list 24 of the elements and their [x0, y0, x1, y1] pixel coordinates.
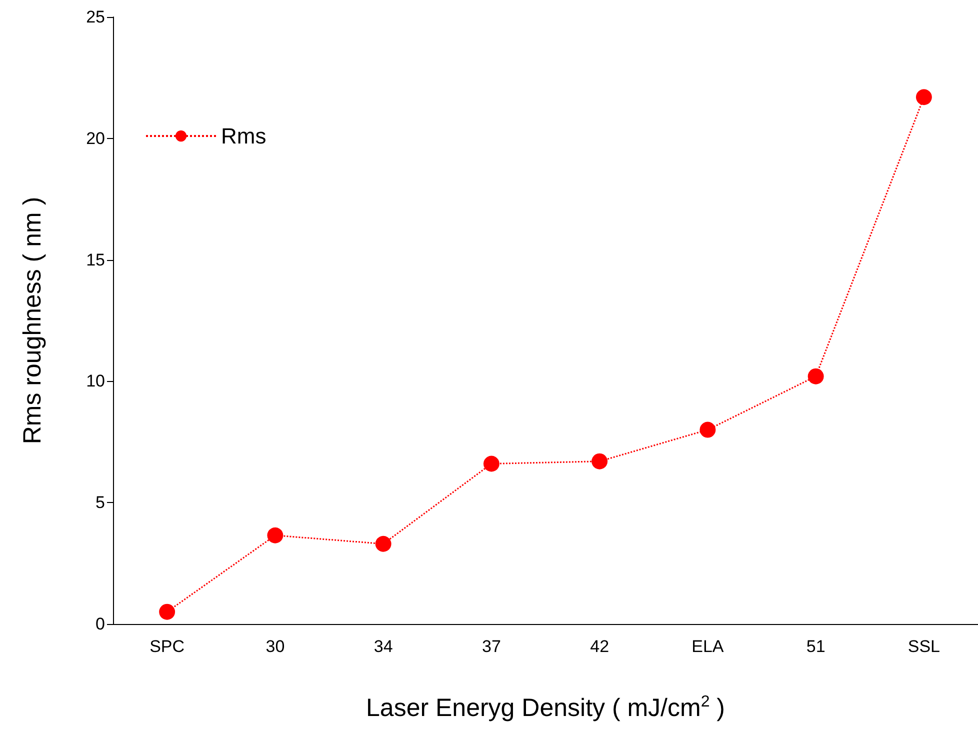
x-tick-label: 30 [266, 637, 285, 656]
point [592, 453, 608, 470]
point [808, 368, 824, 384]
point [700, 422, 716, 438]
y-tick-label: 10 [86, 372, 105, 391]
x-tick-label: 37 [482, 637, 501, 656]
legend-label: Rms [221, 124, 266, 148]
x-tick-label: SPC [150, 637, 185, 656]
x-tick-label: 34 [374, 637, 393, 656]
x-tick-label: 51 [806, 637, 826, 656]
point [916, 89, 932, 106]
x-tick-label: SSL [908, 637, 940, 656]
y-tick-label: 5 [96, 493, 105, 512]
x-tick-label: 42 [590, 637, 610, 656]
y-tick-label: 20 [86, 128, 105, 148]
y-tick-label: 15 [86, 250, 105, 270]
point [375, 536, 392, 552]
y-tick-label: 0 [96, 614, 105, 634]
x-tick-label: ELA [692, 637, 724, 656]
point [159, 604, 176, 620]
point [483, 456, 500, 472]
y-tick-label: 25 [86, 8, 105, 26]
y-axis-title: Rms roughness ( nm ) [18, 196, 46, 444]
point [267, 527, 284, 544]
